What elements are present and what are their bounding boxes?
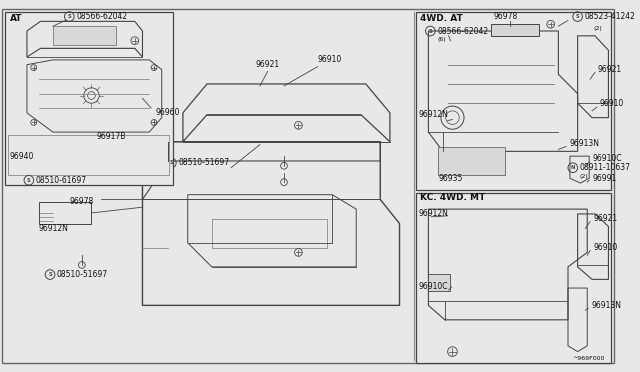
Text: 96912N: 96912N	[419, 110, 449, 119]
Text: S: S	[27, 178, 31, 183]
FancyBboxPatch shape	[2, 9, 614, 363]
Text: (6): (6)	[437, 37, 445, 42]
Text: 08510-61697: 08510-61697	[36, 176, 87, 185]
Text: AT: AT	[10, 14, 22, 23]
Text: S: S	[170, 160, 173, 166]
Text: 96935: 96935	[439, 174, 463, 183]
Text: 96910: 96910	[317, 55, 342, 64]
Text: 96921: 96921	[255, 60, 279, 69]
Text: 08523-41242: 08523-41242	[584, 12, 636, 21]
Text: 96917B: 96917B	[96, 132, 125, 141]
Text: 96910: 96910	[600, 99, 624, 108]
Text: 08510-51697: 08510-51697	[57, 270, 108, 279]
Text: 96912N: 96912N	[419, 209, 449, 218]
Text: 96921: 96921	[598, 65, 622, 74]
Text: 96978: 96978	[69, 197, 93, 206]
Text: 96940: 96940	[10, 152, 34, 161]
Text: 96910C: 96910C	[592, 154, 621, 163]
FancyBboxPatch shape	[416, 12, 611, 190]
Text: 08911-10637: 08911-10637	[580, 163, 630, 172]
Text: 96913N: 96913N	[570, 139, 600, 148]
Text: 96913N: 96913N	[591, 301, 621, 310]
Text: 96991: 96991	[592, 174, 616, 183]
FancyBboxPatch shape	[38, 202, 92, 224]
FancyBboxPatch shape	[428, 274, 449, 291]
Text: 08566-62042: 08566-62042	[437, 26, 488, 35]
Text: 96960: 96960	[156, 108, 180, 117]
Text: S: S	[67, 14, 71, 19]
Text: 96912N: 96912N	[38, 224, 68, 233]
Text: 96978: 96978	[494, 12, 518, 21]
Text: KC. 4WD. MT: KC. 4WD. MT	[420, 193, 485, 202]
Text: S: S	[428, 29, 432, 33]
Text: S: S	[576, 14, 579, 19]
Text: 96910: 96910	[593, 243, 617, 252]
Text: (2): (2)	[594, 26, 603, 31]
Text: 96921: 96921	[593, 214, 617, 223]
FancyBboxPatch shape	[53, 26, 116, 45]
Text: 96910C: 96910C	[419, 282, 448, 291]
Text: 08510-51697: 08510-51697	[178, 158, 229, 167]
Text: ^969F000: ^969F000	[572, 356, 605, 361]
Text: 08566-62042: 08566-62042	[76, 12, 127, 21]
Text: (2): (2)	[580, 174, 588, 179]
FancyBboxPatch shape	[5, 12, 173, 185]
Text: N: N	[571, 165, 575, 170]
FancyBboxPatch shape	[438, 147, 506, 176]
Polygon shape	[491, 24, 539, 36]
Text: S: S	[48, 272, 52, 277]
FancyBboxPatch shape	[416, 193, 611, 363]
Text: 4WD. AT: 4WD. AT	[420, 14, 463, 23]
